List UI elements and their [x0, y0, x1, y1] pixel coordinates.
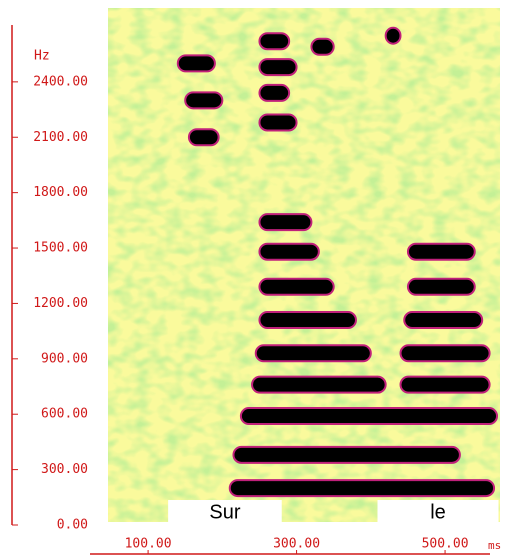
- segment-box: [168, 500, 282, 522]
- x-tick-label: 300.00: [273, 537, 320, 552]
- y-unit: Hz: [34, 49, 50, 64]
- formant-band: [406, 277, 476, 296]
- formant-band: [251, 375, 387, 394]
- formant-band: [258, 83, 291, 102]
- segment-label: le: [430, 501, 446, 523]
- formant-band: [399, 344, 491, 363]
- y-tick-label: 1200.00: [33, 296, 88, 311]
- formant-band: [384, 26, 402, 45]
- y-tick-label: 1800.00: [33, 185, 88, 200]
- formant-band: [258, 213, 313, 232]
- formant-band: [258, 242, 320, 261]
- y-tick-label: 2400.00: [33, 74, 88, 89]
- x-tick-label: 100.00: [125, 537, 172, 552]
- formant-band: [310, 37, 335, 56]
- formant-band: [228, 479, 496, 498]
- formant-band: [187, 128, 220, 147]
- spectrogram-noise: [108, 8, 500, 522]
- formant-band: [258, 311, 357, 330]
- y-tick-label: 300.00: [41, 462, 88, 477]
- formant-band: [258, 113, 298, 132]
- formant-band: [176, 54, 216, 73]
- x-unit: ms: [488, 539, 501, 552]
- y-tick-label: 0.00: [57, 518, 88, 533]
- formant-band: [239, 407, 499, 426]
- formant-band: [406, 242, 476, 261]
- formant-band: [184, 91, 224, 110]
- y-tick-label: 900.00: [41, 351, 88, 366]
- formant-band: [399, 375, 491, 394]
- x-tick-label: 500.00: [422, 537, 469, 552]
- segment-box: [377, 500, 499, 522]
- y-tick-label: 600.00: [41, 407, 88, 422]
- formant-band: [258, 58, 298, 77]
- formant-band: [232, 445, 461, 464]
- y-tick-label: 1500.00: [33, 241, 88, 256]
- y-tick-label: 2100.00: [33, 130, 88, 145]
- formant-band: [403, 311, 484, 330]
- formant-band: [258, 32, 291, 51]
- segment-label: Sur: [209, 501, 240, 523]
- formant-band: [254, 344, 372, 363]
- formant-band: [258, 277, 335, 296]
